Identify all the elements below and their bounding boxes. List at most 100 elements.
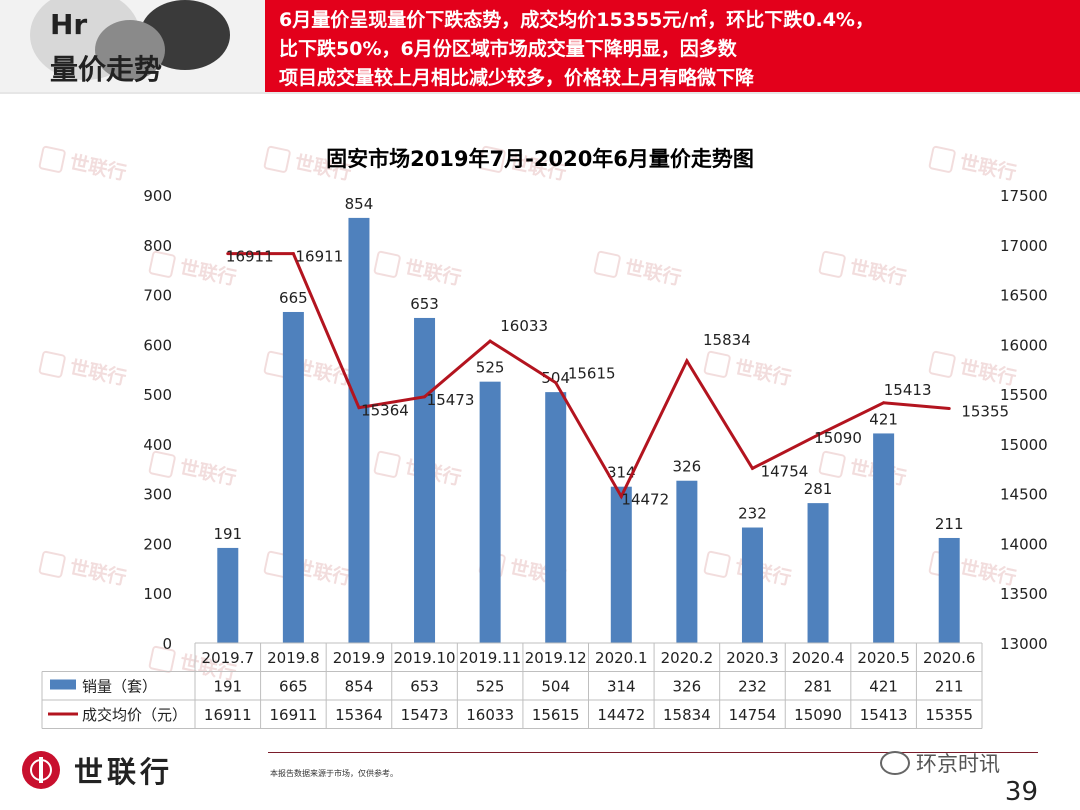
- bar-2019.8: [282, 311, 304, 643]
- bar-label: 854: [345, 195, 374, 213]
- price-point: [291, 252, 295, 256]
- bar-label: 326: [673, 458, 702, 476]
- y-left-tick: 300: [143, 486, 172, 504]
- y-left-tick: 400: [143, 436, 172, 454]
- table-cell: 211: [935, 678, 964, 696]
- logo-text: 世联行: [74, 755, 174, 789]
- x-tick-label: 2019.12: [525, 649, 587, 667]
- price-point: [488, 339, 492, 343]
- x-tick-label: 2019.7: [202, 649, 255, 667]
- table-cell: 14754: [729, 706, 777, 724]
- price-line: [227, 252, 950, 500]
- bar-2020.2: [676, 480, 698, 643]
- bar-label: 314: [607, 464, 636, 482]
- price-point: [226, 252, 230, 256]
- price-label: 15355: [961, 403, 1009, 421]
- bar-2019.12: [545, 392, 567, 643]
- x-tick-label: 2020.1: [595, 649, 648, 667]
- banner-line-2: 比下跌50%，6月份区域市场成交量下降明显，因多数: [279, 38, 737, 60]
- price-label: 16911: [296, 248, 344, 266]
- price-point: [750, 466, 754, 470]
- header-left-text-1: Hr: [50, 8, 88, 41]
- header-left-text-2: 量价走势: [50, 53, 163, 86]
- y-right-tick: 16000: [1000, 336, 1048, 354]
- source-note: 本报告数据来源于市场，仅供参考。: [270, 769, 398, 778]
- y-left-tick: 800: [143, 237, 172, 255]
- wechat-label: 环京时讯: [916, 752, 1000, 776]
- y-right-tick: 17500: [1000, 187, 1048, 205]
- table-cell: 232: [738, 678, 767, 696]
- price-point: [554, 381, 558, 385]
- bar-2019.9: [348, 217, 370, 644]
- chart-title: 固安市场2019年7月-2020年6月量价走势图: [326, 147, 754, 171]
- brand-logo: 世联行: [22, 748, 173, 792]
- bar-label: 665: [279, 289, 308, 307]
- bar-label: 504: [541, 369, 570, 387]
- y-left-tick: 700: [143, 287, 172, 305]
- y-right-tick: 17000: [1000, 237, 1048, 255]
- x-tick-label: 2019.9: [333, 649, 386, 667]
- header-banner: 6月量价呈现量价下跌态势，成交均价15355元/㎡，环比下跌0.4%， 比下跌5…: [265, 0, 1080, 92]
- bar-label: 281: [804, 480, 833, 498]
- bar-2020.4: [807, 503, 829, 643]
- y-left-tick: 100: [143, 585, 172, 603]
- y-right-tick: 13000: [1000, 635, 1048, 653]
- table-cell: 15090: [794, 706, 842, 724]
- bar-2020.5: [873, 433, 895, 643]
- price-label: 15364: [361, 402, 409, 420]
- table-cell: 15355: [925, 706, 973, 724]
- legend-bar-key: [50, 679, 76, 690]
- logo-icon: [22, 751, 60, 789]
- price-point: [816, 433, 820, 437]
- legend-line-label: 成交均价（元）: [82, 706, 187, 724]
- bar-label: 211: [935, 515, 964, 533]
- table-cell: 16033: [466, 706, 514, 724]
- table-cell: 14472: [597, 706, 645, 724]
- chart: 0 100 200 300 400 500 600 700 800 900 13000 13500 14…: [41, 187, 1048, 729]
- table-cell: 665: [279, 678, 308, 696]
- x-tick-label: 2019.11: [459, 649, 521, 667]
- table-cell: 504: [541, 678, 570, 696]
- bar-2020.6: [938, 537, 960, 643]
- bar-2019.11: [479, 381, 501, 643]
- bar-2020.1: [610, 486, 632, 643]
- price-point: [619, 494, 623, 498]
- x-tick-label: 2020.2: [661, 649, 714, 667]
- price-label: 15615: [568, 365, 616, 383]
- table-cell: 16911: [270, 706, 318, 724]
- y-right-tick: 13500: [1000, 585, 1048, 603]
- price-label: 16033: [500, 317, 548, 335]
- price-label: 15413: [884, 381, 932, 399]
- x-tick-label: 2020.5: [857, 649, 910, 667]
- y-left-tick: 600: [143, 336, 172, 354]
- table-cell: 15473: [401, 706, 449, 724]
- bar-label: 653: [410, 295, 439, 313]
- bar-label: 525: [476, 359, 505, 377]
- table-cell: 326: [673, 678, 702, 696]
- table-cell: 15413: [860, 706, 908, 724]
- price-label: 14472: [621, 490, 669, 508]
- table-cell: 653: [410, 678, 439, 696]
- price-label: 14754: [761, 462, 809, 480]
- x-tick-label: 2020.3: [726, 649, 779, 667]
- x-tick-label: 2019.8: [267, 649, 320, 667]
- x-tick-label: 2020.6: [923, 649, 976, 667]
- y-right-tick: 15500: [1000, 386, 1048, 404]
- table-cell: 16911: [204, 706, 252, 724]
- price-point: [947, 407, 951, 411]
- y-right-tick: 14000: [1000, 535, 1048, 553]
- price-label: 16911: [226, 248, 274, 266]
- table-cell: 15364: [335, 706, 383, 724]
- bar-2019.7: [217, 547, 239, 643]
- table-cell: 854: [345, 678, 374, 696]
- banner-line-1: 6月量价呈现量价下跌态势，成交均价15355元/㎡，环比下跌0.4%，: [279, 9, 874, 31]
- legend-bar-label: 销量（套）: [82, 678, 157, 696]
- x-tick-label: 2019.10: [394, 649, 456, 667]
- table-cell: 314: [607, 678, 636, 696]
- bar-label: 421: [869, 410, 898, 428]
- price-point: [423, 395, 427, 399]
- price-point: [357, 406, 361, 410]
- y-left-tick: 0: [162, 635, 172, 653]
- table-cell: 191: [213, 678, 242, 696]
- price-point: [685, 359, 689, 363]
